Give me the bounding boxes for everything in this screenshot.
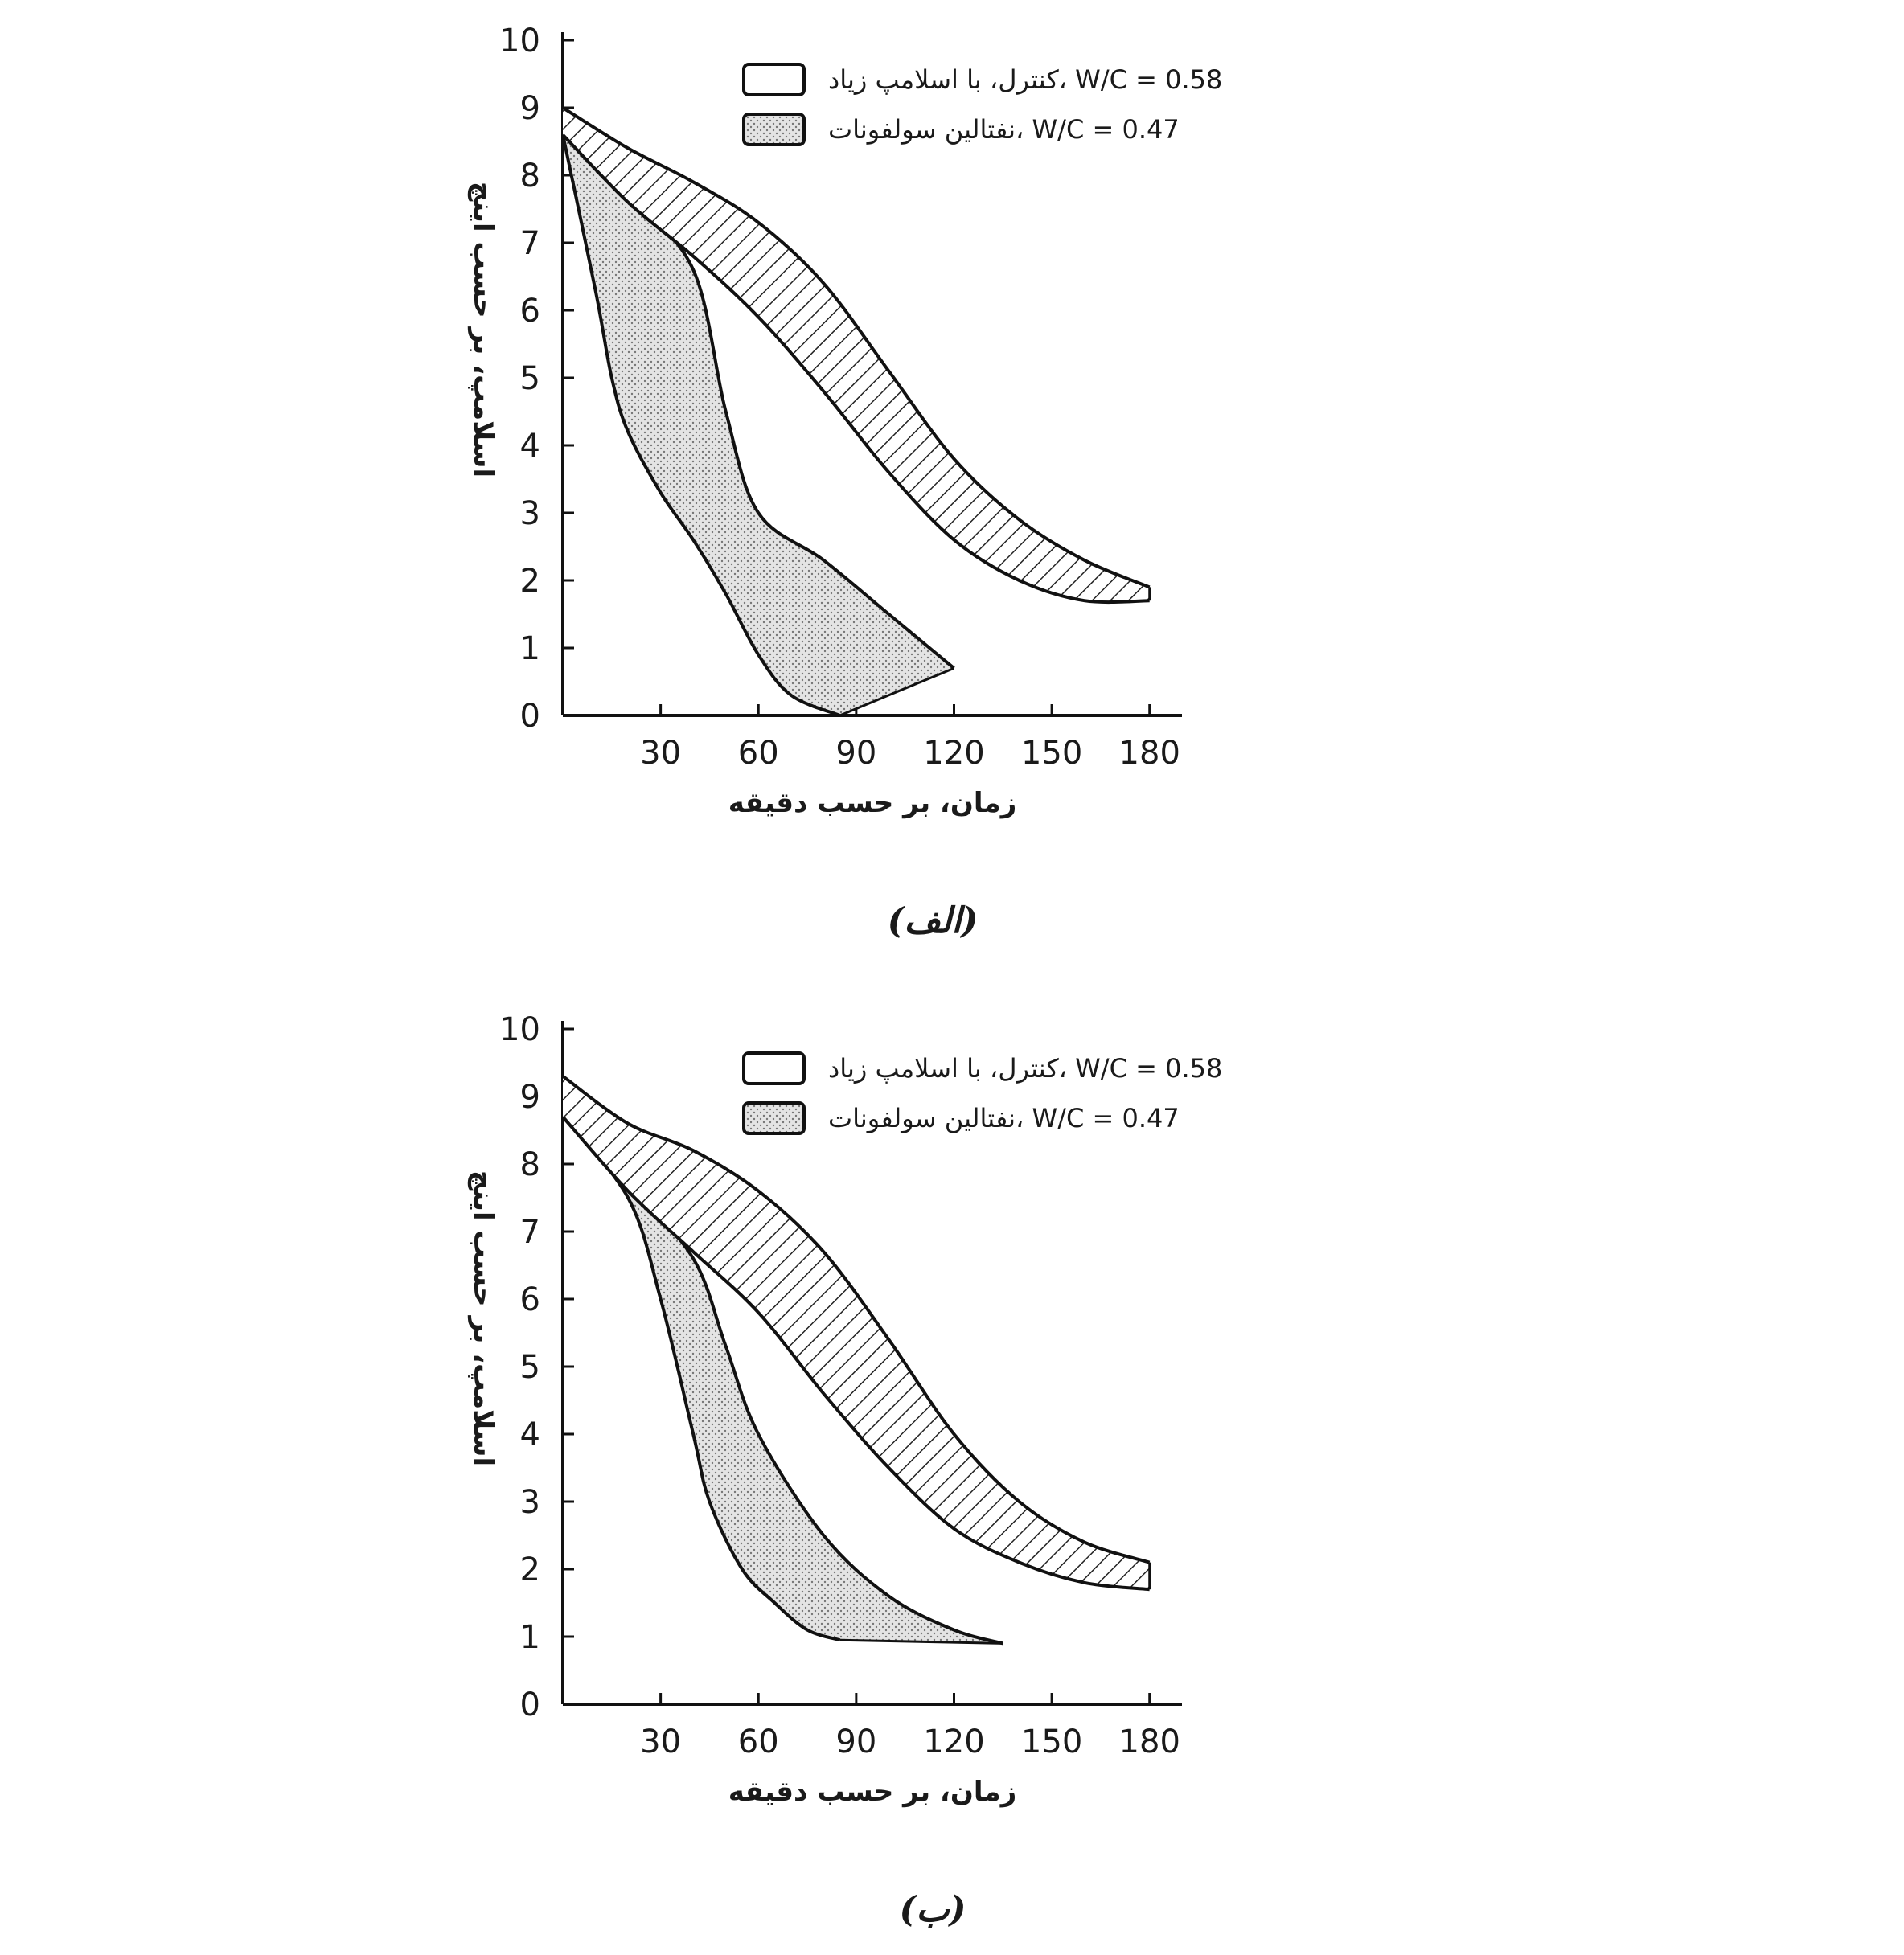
band-area-series-1: [563, 1076, 1150, 1590]
y-tick-label: 0: [520, 1687, 540, 1723]
legend-swatch: [742, 63, 806, 96]
legend: کنترل، با اسلامپ زیاد، W/C = 0.58 نفتالین…: [742, 1051, 1222, 1135]
y-tick-label: 5: [520, 1349, 540, 1386]
axes: 0 1 2 3 4 5 6 7 8 9 10 30 60 90 120 150 180: [499, 1011, 1182, 1760]
legend: کنترل، با اسلامپ زیاد، W/C = 0.58 نفتالین…: [742, 63, 1222, 146]
y-tick-label: 10: [499, 1011, 540, 1048]
y-tick-label: 4: [520, 1416, 540, 1453]
axes: 0 1 2 3 4 5 6 7 8 9 10 30 60 90 120 150 180: [499, 23, 1182, 772]
band-end-cap-series-2: [839, 1638, 1003, 1645]
band-end-cap-series-2: [839, 666, 955, 717]
plot-area: [561, 1075, 1151, 1646]
y-tick-label: 7: [520, 225, 540, 262]
y-tick-label: 5: [520, 360, 540, 397]
y-tick-label: 7: [520, 1214, 540, 1251]
band-upper-line-series-1: [561, 1075, 1151, 1564]
band-lower-line-series-1: [561, 133, 1150, 605]
band-area-series-2: [563, 134, 954, 716]
y-tick-label: 6: [520, 293, 540, 330]
x-tick-label: 150: [1021, 735, 1082, 772]
x-tick-label: 180: [1119, 1723, 1180, 1760]
y-axis-title: اسلامپ، بر حسب اینچ: [467, 182, 499, 477]
y-tick-label: 9: [520, 90, 540, 127]
legend-label: نفتالین سولفونات، W/C = 0.47: [828, 1103, 1180, 1133]
x-axis-title: زمان، بر حسب دقیقه: [728, 1776, 1017, 1808]
y-tick-label: 6: [520, 1281, 540, 1318]
y-axis-title: اسلامپ، بر حسب اینچ: [467, 1170, 499, 1466]
x-tick-label: 120: [923, 735, 984, 772]
band-area-series-1: [563, 108, 1150, 603]
x-tick-label: 30: [640, 1723, 681, 1760]
y-tick-label: 10: [499, 23, 540, 59]
band-lower-line-series-2: [561, 134, 841, 717]
y-tick-label: 3: [520, 1484, 540, 1521]
y-tick-label: 2: [520, 563, 540, 600]
y-tick-label: 8: [520, 158, 540, 195]
y-tick-label: 1: [520, 630, 540, 667]
legend-label: کنترل، با اسلامپ زیاد، W/C = 0.58: [828, 1053, 1222, 1084]
figure-caption: (ب): [899, 1889, 966, 1930]
band-lower-line-series-2: [561, 1115, 841, 1642]
chart-b: 0 1 2 3 4 5 6 7 8 9 10 30 60 90 120 150 180 زمان، بر حسب …: [467, 1011, 1222, 1930]
legend-swatch: [742, 113, 806, 146]
y-tick-label: 9: [520, 1079, 540, 1116]
legend-swatch: [742, 1051, 806, 1085]
x-tick-label: 120: [923, 1723, 984, 1760]
legend-label: نفتالین سولفونات، W/C = 0.47: [828, 114, 1180, 145]
figure-caption: (الف): [888, 900, 979, 941]
x-tick-label: 60: [738, 735, 779, 772]
x-tick-label: 150: [1021, 1723, 1082, 1760]
legend-label: کنترل، با اسلامپ زیاد، W/C = 0.58: [828, 64, 1222, 95]
band-area-series-2: [563, 1117, 1003, 1644]
y-tick-label: 8: [520, 1146, 540, 1183]
y-tick-label: 0: [520, 698, 540, 735]
x-tick-label: 90: [835, 735, 876, 772]
x-tick-label: 60: [738, 1723, 779, 1760]
plot-area: [561, 106, 1151, 717]
y-tick-label: 2: [520, 1551, 540, 1588]
y-tick-label: 4: [520, 428, 540, 465]
legend-swatch: [742, 1101, 806, 1135]
x-tick-label: 180: [1119, 735, 1180, 772]
chart-a: 0 1 2 3 4 5 6 7 8 9 10 30 60 90 120 150 180 زمان، بر حسب …: [467, 23, 1222, 941]
chart-panel-a: 0 1 2 3 4 5 6 7 8 9 10 30 60 90 120 150 180 زمان، بر حسب …: [0, 0, 1904, 965]
x-tick-label: 90: [835, 1723, 876, 1760]
chart-panel-b: 0 1 2 3 4 5 6 7 8 9 10 30 60 90 120 150 180 زمان، بر حسب …: [0, 989, 1904, 1953]
y-tick-label: 3: [520, 495, 540, 532]
x-axis-title: زمان، بر حسب دقیقه: [728, 787, 1017, 819]
band-upper-line-series-1: [561, 106, 1151, 589]
band-lower-line-series-1: [561, 1115, 1150, 1592]
y-tick-label: 1: [520, 1619, 540, 1656]
x-tick-label: 30: [640, 735, 681, 772]
